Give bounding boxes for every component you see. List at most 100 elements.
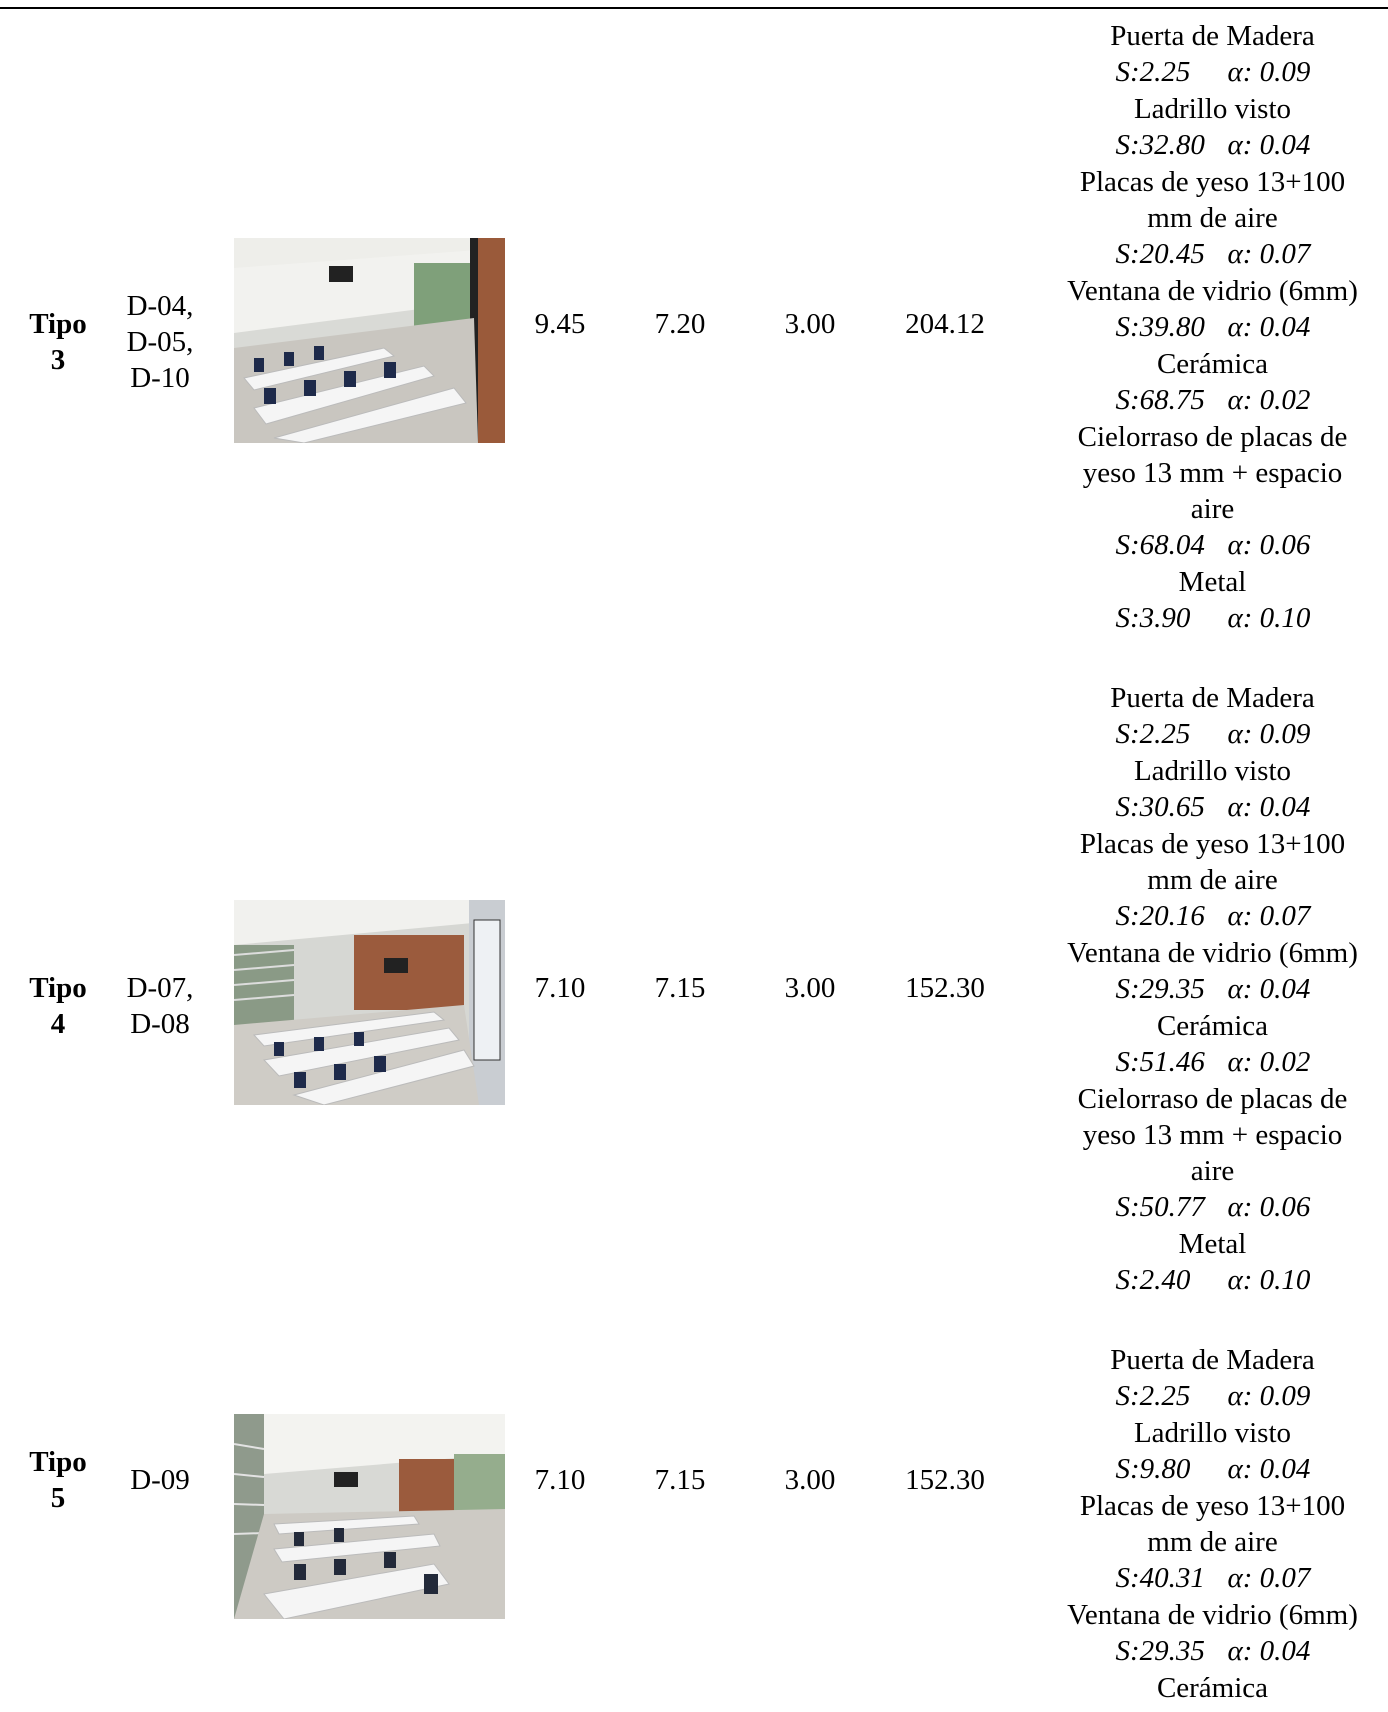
alpha-value: α: 0.09 <box>1227 718 1311 750</box>
length-value: 7.10 <box>534 972 586 1004</box>
surface-value: S:20.16 <box>1115 900 1205 932</box>
material-name: Metal <box>1178 1228 1247 1260</box>
length-value: 7.10 <box>534 1464 586 1496</box>
table-row: Tipo 3 D-04, D-05, D-10 <box>0 18 1388 658</box>
material-item: Metal S:3.90 α: 0.10 <box>1040 564 1385 637</box>
material-item: Ladrillo visto S:9.80 α: 0.04 <box>1040 1415 1385 1488</box>
classroom-photo <box>234 900 505 1105</box>
materials-list: Puerta de Madera S:2.25 α: 0.09 Ladrillo … <box>1040 680 1385 1299</box>
tipo-label: Tipo 5 <box>29 1446 87 1514</box>
alpha-value: α: 0.02 <box>1227 1046 1311 1078</box>
material-name: Metal <box>1178 566 1247 598</box>
material-item: Puerta de Madera S:2.25 α: 0.09 <box>1040 18 1385 91</box>
surface-value: S:2.25 <box>1115 718 1191 750</box>
material-item: Cielorraso de placas de yeso 13 mm + esp… <box>1040 419 1385 564</box>
classroom-codes: D-09 <box>130 1464 190 1496</box>
classroom-photo <box>234 1414 505 1619</box>
material-item: Puerta de Madera S:2.25 α: 0.09 <box>1040 1342 1385 1415</box>
material-item: Placas de yeso 13+100 mm de aire S:20.45… <box>1040 164 1385 273</box>
material-name: Placas de yeso 13+100 mm de aire <box>1079 1490 1346 1558</box>
surface-value: S:20.45 <box>1115 238 1205 270</box>
alpha-value: α: 0.07 <box>1227 900 1311 932</box>
material-item: Ladrillo visto S:30.65 α: 0.04 <box>1040 753 1385 826</box>
material-name: Cerámica <box>1156 1010 1269 1042</box>
height-value: 3.00 <box>784 308 836 340</box>
surface-value: S:2.40 <box>1115 1264 1191 1296</box>
materials-list: Puerta de Madera S:2.25 α: 0.09 Ladrillo … <box>1040 18 1385 637</box>
material-item: Cielorraso de placas de yeso 13 mm + esp… <box>1040 1081 1385 1226</box>
table-row: Tipo 4 D-07, D-08 <box>0 680 1388 1320</box>
classroom-photo-icon <box>234 238 505 443</box>
table-row: Tipo 5 D-09 <box>0 1342 1388 1712</box>
material-name: Ladrillo visto <box>1133 93 1292 125</box>
material-item: Ventana de vidrio (6mm) S:39.80 α: 0.04 <box>1040 273 1385 346</box>
tipo-label: Tipo 3 <box>29 308 87 376</box>
alpha-value: α: 0.04 <box>1227 129 1311 161</box>
classroom-photo <box>234 238 505 443</box>
alpha-value: α: 0.09 <box>1227 56 1311 88</box>
height-value: 3.00 <box>784 1464 836 1496</box>
tipo-label: Tipo 4 <box>29 972 87 1040</box>
material-name: Placas de yeso 13+100 mm de aire <box>1079 828 1346 896</box>
material-item: Placas de yeso 13+100 mm de aire S:20.16… <box>1040 826 1385 935</box>
material-item: Placas de yeso 13+100 mm de aire S:40.31… <box>1040 1488 1385 1597</box>
classroom-photo-icon <box>234 1414 505 1619</box>
surface-value: S:68.04 <box>1115 529 1205 561</box>
alpha-value: α: 0.07 <box>1227 238 1311 270</box>
material-item: Ventana de vidrio (6mm) S:29.35 α: 0.04 <box>1040 935 1385 1008</box>
material-item: Metal S:2.40 α: 0.10 <box>1040 1226 1385 1299</box>
alpha-value: α: 0.02 <box>1227 384 1311 416</box>
material-item: Cerámica S:51.46 α: 0.02 <box>1040 1008 1385 1081</box>
classroom-photo-icon <box>234 900 505 1105</box>
alpha-value: α: 0.04 <box>1227 1635 1311 1667</box>
material-name: Ventana de vidrio (6mm) <box>1067 937 1358 969</box>
volume-value: 152.30 <box>905 1464 985 1496</box>
alpha-value: α: 0.09 <box>1227 1380 1311 1412</box>
classroom-codes: D-07, D-08 <box>126 972 194 1040</box>
alpha-value: α: 0.04 <box>1227 1453 1311 1485</box>
material-name: Cerámica <box>1156 348 1269 380</box>
surface-value: S:51.46 <box>1115 1046 1205 1078</box>
surface-value: S:30.65 <box>1115 791 1205 823</box>
surface-value: S:29.35 <box>1115 1635 1205 1667</box>
materials-list: Puerta de Madera S:2.25 α: 0.09 Ladrillo … <box>1040 1342 1385 1706</box>
material-name: Cielorraso de placas de yeso 13 mm + esp… <box>1077 421 1348 525</box>
alpha-value: α: 0.06 <box>1227 529 1311 561</box>
material-name: Placas de yeso 13+100 mm de aire <box>1079 166 1346 234</box>
alpha-value: α: 0.04 <box>1227 973 1311 1005</box>
surface-value: S:40.31 <box>1115 1562 1205 1594</box>
material-name: Puerta de Madera <box>1110 1344 1315 1376</box>
surface-value: S:39.80 <box>1115 311 1205 343</box>
width-value: 7.15 <box>654 1464 706 1496</box>
surface-value: S:3.90 <box>1115 602 1191 634</box>
material-item: Puerta de Madera S:2.25 α: 0.09 <box>1040 680 1385 753</box>
material-name: Cielorraso de placas de yeso 13 mm + esp… <box>1077 1083 1348 1187</box>
volume-value: 152.30 <box>905 972 985 1004</box>
length-value: 9.45 <box>534 308 586 340</box>
alpha-value: α: 0.10 <box>1227 602 1311 634</box>
alpha-value: α: 0.04 <box>1227 791 1311 823</box>
material-name: Ventana de vidrio (6mm) <box>1067 275 1358 307</box>
surface-value: S:2.25 <box>1115 1380 1191 1412</box>
material-item: Cerámica <box>1040 1670 1385 1706</box>
surface-value: S:2.25 <box>1115 56 1191 88</box>
alpha-value: α: 0.06 <box>1227 1191 1311 1223</box>
material-item: Ladrillo visto S:32.80 α: 0.04 <box>1040 91 1385 164</box>
material-item: Ventana de vidrio (6mm) S:29.35 α: 0.04 <box>1040 1597 1385 1670</box>
material-name: Ladrillo visto <box>1133 755 1292 787</box>
alpha-value: α: 0.04 <box>1227 311 1311 343</box>
width-value: 7.20 <box>654 308 706 340</box>
alpha-value: α: 0.10 <box>1227 1264 1311 1296</box>
surface-value: S:50.77 <box>1115 1191 1205 1223</box>
alpha-value: α: 0.07 <box>1227 1562 1311 1594</box>
volume-value: 204.12 <box>905 308 985 340</box>
surface-value: S:32.80 <box>1115 129 1205 161</box>
table-top-rule <box>0 7 1388 9</box>
width-value: 7.15 <box>654 972 706 1004</box>
material-item: Cerámica S:68.75 α: 0.02 <box>1040 346 1385 419</box>
surface-value: S:9.80 <box>1115 1453 1191 1485</box>
material-name: Cerámica <box>1156 1672 1269 1704</box>
material-name: Ladrillo visto <box>1133 1417 1292 1449</box>
classroom-codes: D-04, D-05, D-10 <box>126 290 194 394</box>
material-name: Puerta de Madera <box>1110 20 1315 52</box>
